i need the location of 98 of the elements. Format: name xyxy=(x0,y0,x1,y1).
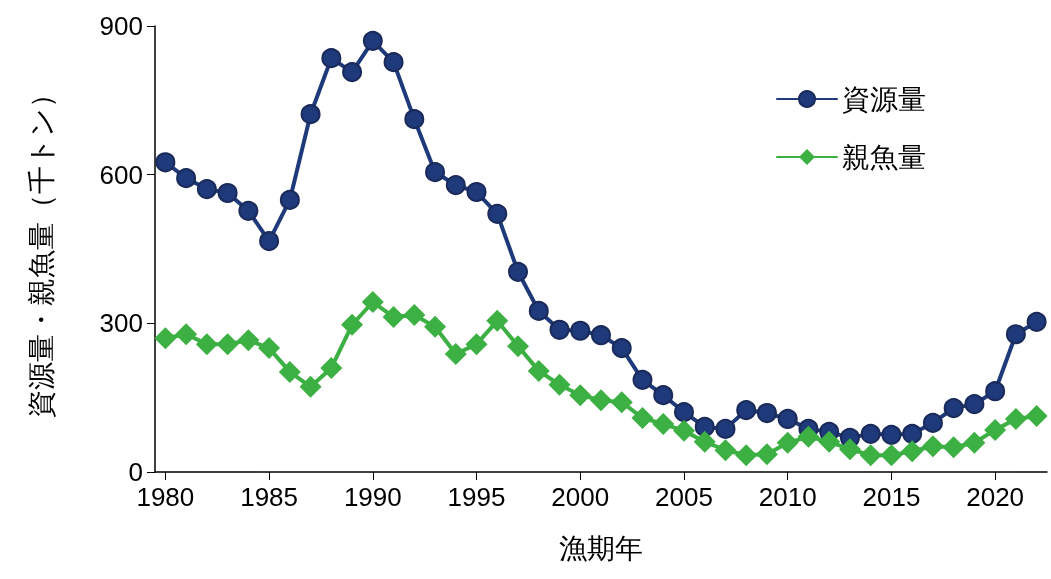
point xyxy=(154,327,177,350)
point xyxy=(672,419,695,442)
point xyxy=(176,168,197,189)
point xyxy=(797,425,820,448)
point xyxy=(756,403,777,424)
point xyxy=(259,231,280,252)
point xyxy=(465,333,488,356)
point xyxy=(342,62,363,83)
point xyxy=(155,152,176,173)
point xyxy=(693,430,716,453)
x-tick-label: 2000 xyxy=(551,482,610,512)
point xyxy=(507,335,530,358)
point xyxy=(611,338,632,359)
point xyxy=(755,443,778,466)
point xyxy=(922,412,943,433)
point xyxy=(321,48,342,69)
point xyxy=(653,385,674,406)
point xyxy=(528,300,549,321)
x-tick-label: 1985 xyxy=(240,482,299,512)
point xyxy=(361,291,384,314)
point xyxy=(880,444,903,467)
point xyxy=(736,400,757,421)
y-tick-label: 600 xyxy=(99,159,143,190)
point xyxy=(631,406,654,429)
point xyxy=(860,423,881,444)
point xyxy=(217,183,238,203)
point xyxy=(196,179,217,200)
point xyxy=(549,319,570,340)
point xyxy=(1004,407,1027,430)
point xyxy=(258,337,281,360)
point xyxy=(320,356,343,379)
point xyxy=(569,384,592,407)
point xyxy=(238,200,259,221)
point xyxy=(486,309,509,332)
point xyxy=(590,389,612,412)
point xyxy=(902,423,923,444)
point xyxy=(466,182,487,203)
point xyxy=(425,162,446,183)
point xyxy=(632,369,653,390)
point xyxy=(300,104,321,125)
x-tick-label: 2005 xyxy=(655,482,713,512)
legend-label: 親魚量 xyxy=(842,141,926,173)
point xyxy=(1025,405,1048,427)
legend-label: 資源量 xyxy=(842,83,926,115)
point xyxy=(216,333,239,356)
point xyxy=(341,313,364,336)
x-tick-label: 1995 xyxy=(447,482,506,512)
y-tick-label: 300 xyxy=(99,308,143,339)
point xyxy=(674,402,694,423)
point xyxy=(237,329,260,352)
x-tick-label: 2020 xyxy=(966,482,1025,512)
point xyxy=(964,394,985,415)
point xyxy=(777,408,798,429)
point xyxy=(195,333,218,356)
point xyxy=(735,444,758,467)
x-tick-label: 2010 xyxy=(758,482,817,512)
point xyxy=(175,323,198,346)
point xyxy=(963,431,986,454)
point xyxy=(943,398,964,419)
point xyxy=(299,375,322,398)
point xyxy=(527,359,550,382)
point xyxy=(610,391,633,414)
point xyxy=(570,320,591,341)
point xyxy=(1026,311,1047,332)
x-tick-label: 1990 xyxy=(343,482,402,512)
point xyxy=(901,440,924,463)
point xyxy=(984,418,1007,441)
point xyxy=(383,52,404,73)
point xyxy=(487,203,508,224)
point xyxy=(715,418,736,439)
point xyxy=(278,360,301,383)
point xyxy=(652,412,675,435)
point xyxy=(444,343,467,366)
point xyxy=(362,30,383,51)
point xyxy=(404,109,425,130)
point xyxy=(985,381,1006,402)
point xyxy=(859,444,882,467)
point xyxy=(694,416,715,437)
x-axis-title: 漁期年 xyxy=(559,532,643,564)
point xyxy=(445,175,466,196)
point xyxy=(776,431,799,454)
point xyxy=(382,305,405,328)
point xyxy=(1005,324,1026,345)
point xyxy=(818,430,841,453)
y-tick-label: 900 xyxy=(99,11,143,41)
point xyxy=(424,315,447,338)
point xyxy=(942,436,965,459)
point xyxy=(838,438,861,461)
y-axis-title: 資源量・親魚量（千トン） xyxy=(25,80,57,418)
point xyxy=(548,373,571,396)
point xyxy=(279,189,300,210)
point xyxy=(921,435,944,458)
point xyxy=(508,261,529,282)
point xyxy=(403,303,426,326)
x-tick-label: 2015 xyxy=(862,482,921,512)
point xyxy=(881,424,902,445)
point xyxy=(591,325,611,346)
point xyxy=(714,439,737,462)
